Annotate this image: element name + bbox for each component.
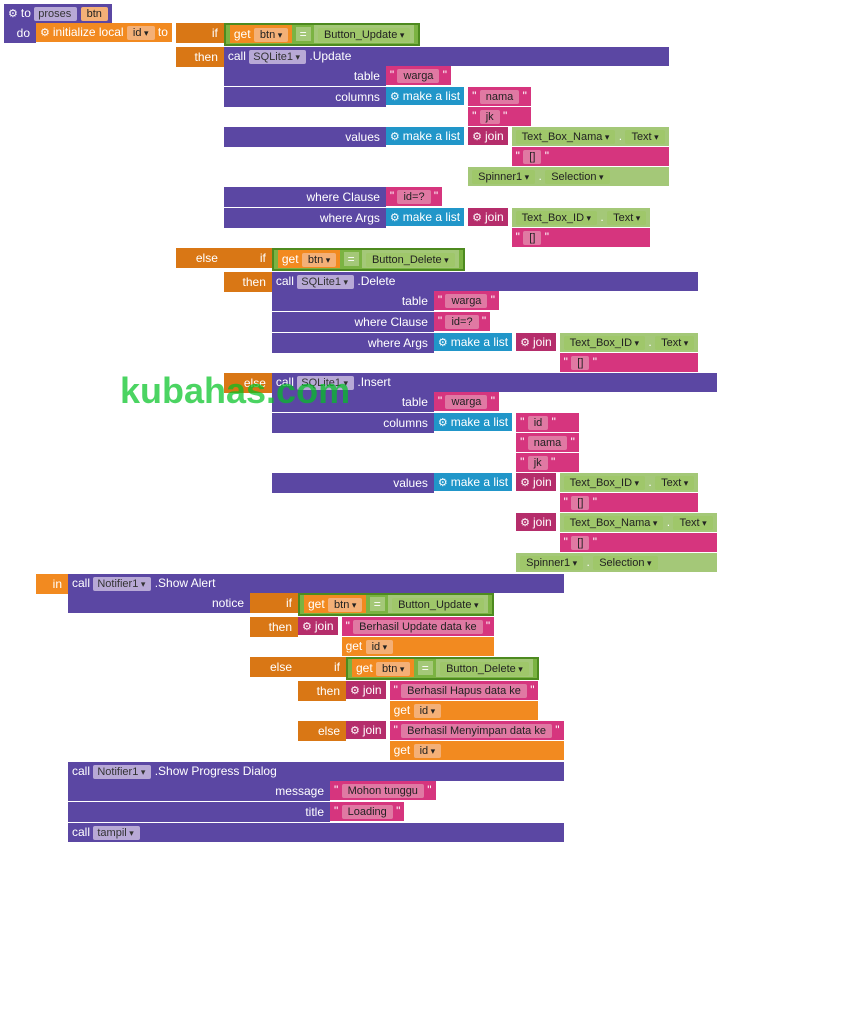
call-show-progress[interactable]: call Notifier1 .Show Progress Dialog: [68, 762, 564, 781]
then-label: then: [176, 47, 224, 67]
compare-eq[interactable]: get btn = Button_Update: [224, 23, 420, 46]
to-label: to proses btn: [4, 4, 112, 23]
proc-param: btn: [81, 7, 108, 21]
list-cols[interactable]: make a list: [386, 87, 464, 105]
watermark: kubahas.com: [120, 370, 350, 412]
do-label: do: [4, 23, 36, 43]
eq-op: =: [296, 27, 311, 41]
do-row: do initialize local id to if get btn = B…: [4, 23, 846, 842]
if-update-branch: if get btn = Button_Update then call SQL…: [176, 23, 717, 573]
init-local[interactable]: initialize local id to: [36, 23, 172, 42]
in-label: in: [36, 574, 68, 594]
else-label: else: [176, 248, 224, 268]
list-vals[interactable]: make a list: [386, 127, 464, 145]
call-show-alert[interactable]: call Notifier1 .Show Alert: [68, 574, 564, 593]
call-update[interactable]: call SQLite1 .Update: [224, 47, 669, 66]
call-delete[interactable]: call SQLite1 .Delete: [272, 272, 698, 291]
procedure-header[interactable]: to proses btn: [4, 4, 846, 23]
call-tampil[interactable]: call tampil: [68, 823, 564, 842]
if-label: if: [176, 23, 224, 43]
get-btn[interactable]: get btn: [230, 25, 292, 43]
proc-name: proses: [34, 7, 77, 21]
comp-btn-update[interactable]: Button_Update: [314, 25, 414, 43]
str-warga[interactable]: " warga ": [386, 66, 451, 85]
